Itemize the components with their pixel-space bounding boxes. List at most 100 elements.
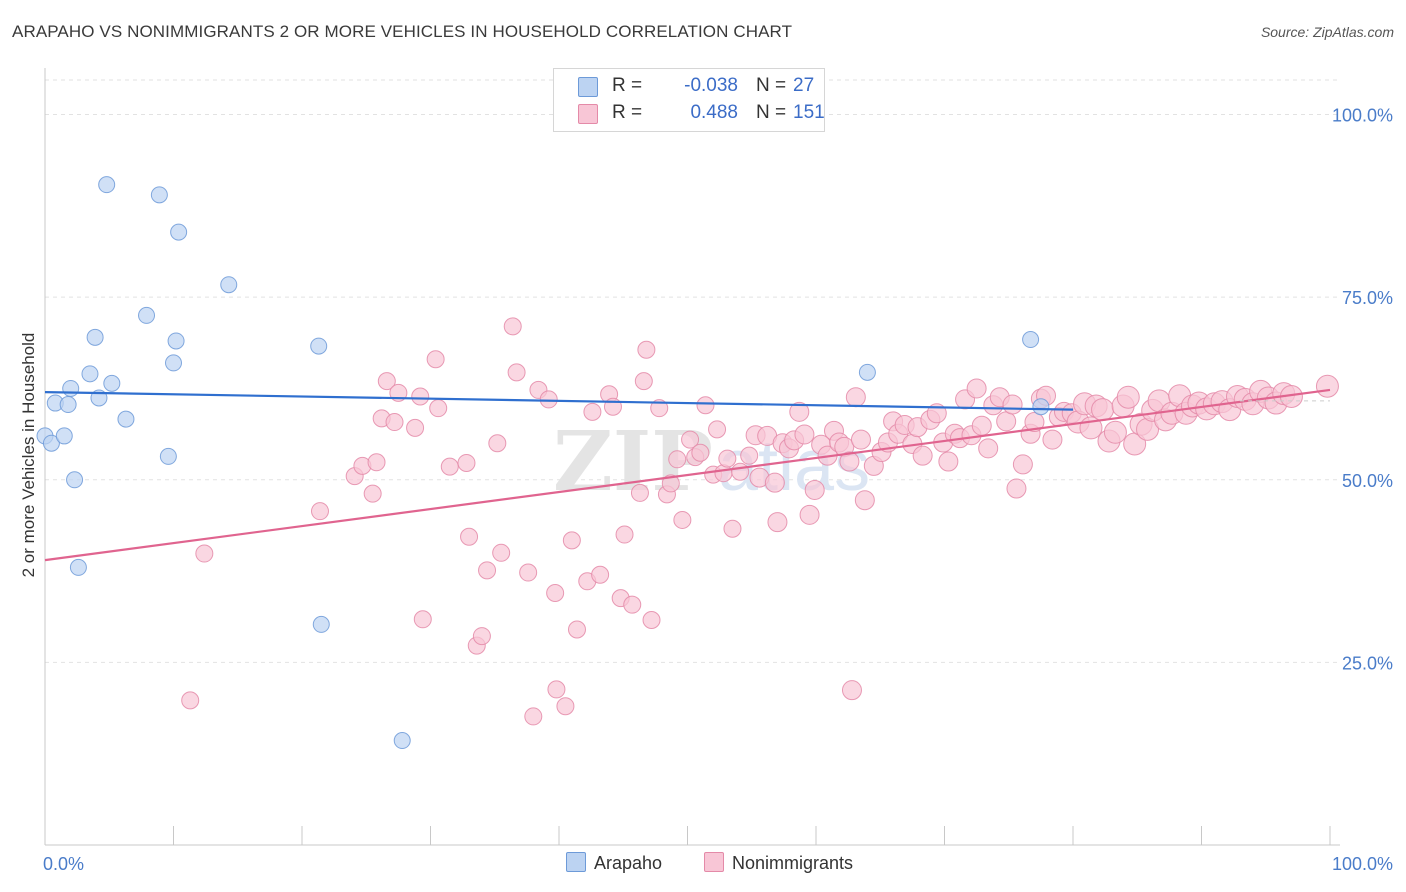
points [36,176,1339,750]
trend-lines [44,388,1331,562]
nonimmigrants-point [492,543,511,562]
arapaho-legend-label: Arapaho [594,853,663,873]
arapaho-point [220,276,238,294]
arapaho-point [310,337,328,355]
nonimmigrants-point [691,443,710,462]
nonimmigrants-point [457,453,476,472]
nonimmigrants-point [503,317,522,336]
nonimmigrants-point [731,462,750,481]
nonimmigrants-point [367,453,386,472]
source-label: Source: ZipAtlas.com [1260,24,1394,40]
arapaho-r-value: -0.038 [684,75,738,96]
nonimmigrants-point [377,372,396,391]
nonimmigrants-point [971,415,992,436]
nonimmigrants-point [926,403,947,424]
nonimmigrants-point [426,350,445,369]
nonimmigrants-point [478,561,497,580]
nonimmigrants-point [472,627,491,646]
nonimmigrants-swatch [578,104,598,124]
nonimmigrants-n-value: 151 [793,102,825,123]
nonimmigrants-point [845,387,866,408]
arapaho-point [62,379,80,397]
arapaho-point [86,328,104,346]
nonimmigrants-point [1315,374,1339,398]
nonimmigrants-point [794,424,815,445]
nonimmigrants-point [310,502,329,521]
nonimmigrants-point [668,450,687,469]
nonimmigrants-point [488,434,507,453]
y-tick-label: 50.0% [1342,471,1393,491]
nonimmigrants-point [661,474,680,493]
nonimmigrants-point [181,691,200,710]
nonimmigrants-point [966,378,987,399]
arapaho-point [117,410,135,428]
nonimmigrants-point [708,420,727,439]
stats-legend: R = -0.038 N = 27 R = 0.488 N = 151 [553,68,825,132]
nonimmigrants-point [854,490,875,511]
nonimmigrants-point [978,438,999,459]
nonimmigrants-point [767,512,788,533]
n-label: N = [756,102,787,123]
nonimmigrants-point [637,340,656,359]
nonimmigrants-point [681,430,700,449]
nonimmigrants-point [938,451,959,472]
arapaho-point [81,365,99,383]
nonimmigrants-point [546,583,565,602]
nonimmigrants-point [583,402,602,421]
nonimmigrants-point [539,390,558,409]
nonimmigrants-point [562,531,581,550]
nonimmigrants-point [363,484,382,503]
x-tick-label: 100.0% [1332,854,1393,874]
nonimmigrants-trend-line [44,388,1331,562]
nonimmigrants-point [804,479,825,500]
axes [44,68,1340,846]
arapaho-point [66,471,84,489]
nonimmigrants-point [630,483,649,502]
nonimmigrants-point [519,563,538,582]
arapaho-swatch [578,77,598,97]
nonimmigrants-point [996,411,1017,432]
arapaho-point [150,186,168,204]
bottom-legend-arapaho[interactable]: Arapaho [566,852,662,874]
nonimmigrants-point [789,401,810,422]
arapaho-point [55,427,73,445]
nonimmigrants-point [799,504,820,525]
nonimmigrants-point [642,611,661,630]
nonimmigrants-legend-label: Nonimmigrants [732,853,854,873]
nonimmigrants-point [524,707,543,726]
nonimmigrants-point [413,610,432,629]
bottom-legend-nonimmigrants[interactable]: Nonimmigrants [704,852,853,874]
nonimmigrants-point [1103,420,1127,444]
r-label: R = [612,102,643,123]
arapaho-point [858,363,876,381]
arapaho-point [59,396,77,414]
arapaho-legend-swatch [566,852,586,872]
nonimmigrants-point [912,445,933,466]
nonimmigrants-point [764,472,785,493]
arapaho-point [138,306,156,324]
nonimmigrants-point [567,620,586,639]
nonimmigrants-point [615,525,634,544]
arapaho-point [312,615,330,633]
y-axis-label: 2 or more Vehicles in Household [19,333,38,578]
nonimmigrants-point [850,429,871,450]
r-label: R = [612,75,643,96]
n-label: N = [756,75,787,96]
nonimmigrants-point [1042,429,1063,450]
y-tick-label: 100.0% [1332,106,1393,126]
nonimmigrants-point [1012,454,1033,475]
arapaho-point [103,374,121,392]
arapaho-point [165,354,182,372]
y-tick-label: 75.0% [1342,288,1393,308]
nonimmigrants-point [556,697,575,716]
nonimmigrants-point [839,451,860,472]
nonimmigrants-point [507,363,526,382]
nonimmigrants-point [841,680,862,701]
arapaho-point [159,447,177,465]
arapaho-point [42,434,60,452]
nonimmigrants-point [195,544,214,563]
nonimmigrants-point [1024,412,1045,433]
nonimmigrants-legend-swatch [704,852,724,872]
nonimmigrants-point [740,446,759,465]
